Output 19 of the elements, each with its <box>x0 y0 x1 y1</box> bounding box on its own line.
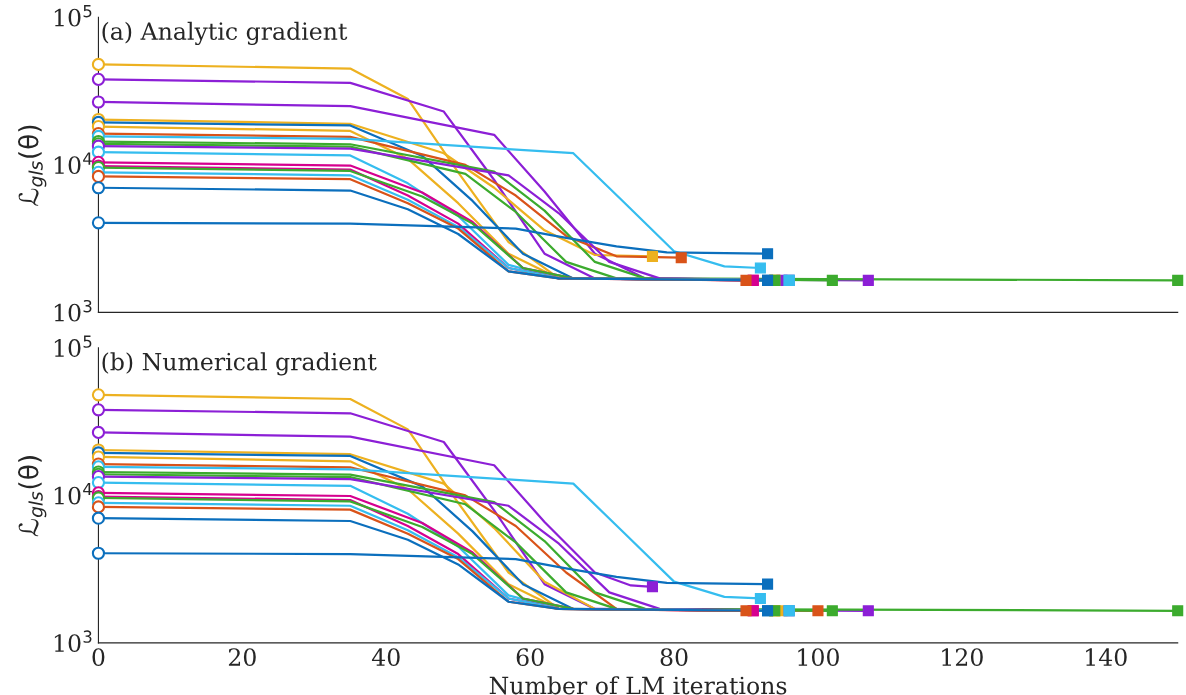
x-axis-title: Number of LM iterations <box>489 676 787 695</box>
y-axis-title: ℒ$_{gls}$(θ) <box>17 125 47 206</box>
x-tick-label: 80 <box>660 648 688 667</box>
x-tick-label: 0 <box>92 648 105 667</box>
y-tick-label: 10$^{4}$ <box>54 483 92 505</box>
x-tick-label: 100 <box>798 648 839 667</box>
y-tick-label: 10$^{5}$ <box>54 5 92 27</box>
x-tick-label: 120 <box>942 648 983 667</box>
y-tick-label: 10$^{5}$ <box>54 335 92 357</box>
x-tick-label: 140 <box>1086 648 1127 667</box>
x-tick-label: 40 <box>371 648 400 667</box>
y-tick-label: 10$^{4}$ <box>54 152 92 175</box>
chart-title: (a) Analytic gradient <box>102 21 348 45</box>
x-tick-label: 20 <box>228 648 256 667</box>
y-tick-label: 10$^{3}$ <box>54 299 92 322</box>
chart-title: (b) Numerical gradient <box>102 352 377 376</box>
y-tick-label: 10$^{3}$ <box>54 630 92 652</box>
x-tick-label: 60 <box>516 648 544 667</box>
y-axis-title: ℒ$_{gls}$(θ) <box>17 456 47 537</box>
